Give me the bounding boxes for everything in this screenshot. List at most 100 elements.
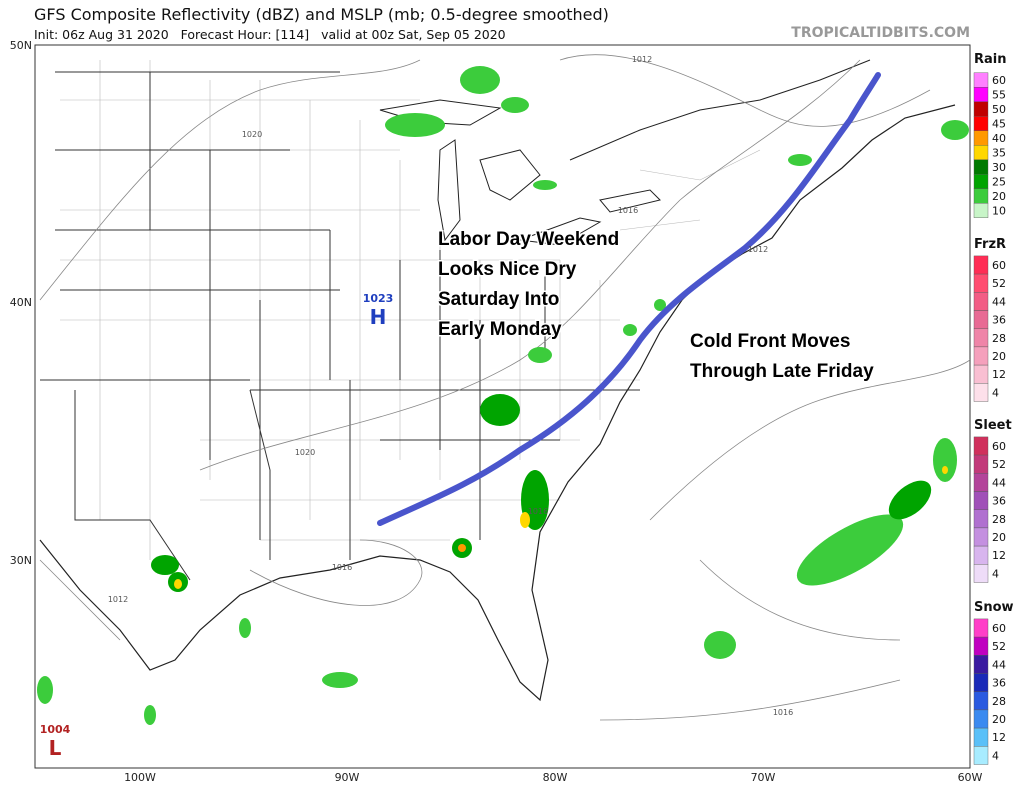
legend-label: 40 xyxy=(992,132,1006,145)
legend-swatch xyxy=(973,383,989,402)
legend-label: 12 xyxy=(992,731,1006,744)
legend-swatch xyxy=(973,255,989,275)
legend-label: 4 xyxy=(992,567,999,580)
legend-label: 28 xyxy=(992,332,1006,345)
legend-label: 20 xyxy=(992,190,1006,203)
legend-title: Snow xyxy=(974,600,1014,615)
legend-label: 55 xyxy=(992,89,1006,102)
legend-title: FrzR xyxy=(974,237,1006,252)
lat-label: 40N xyxy=(10,296,32,309)
legend-label: 60 xyxy=(992,440,1006,453)
legend-swatch xyxy=(973,564,989,583)
legend-swatch xyxy=(973,673,989,692)
isobars xyxy=(39,54,970,721)
lat-label: 30N xyxy=(10,554,32,567)
legend-swatch xyxy=(973,203,989,218)
legend-swatch xyxy=(973,746,989,765)
legend-swatch xyxy=(973,346,989,366)
legend-swatch xyxy=(973,310,989,329)
isobar-label: 1016 xyxy=(773,708,793,717)
precipitation xyxy=(37,66,969,725)
annotation: Labor Day Weekend xyxy=(438,229,619,250)
lon-label: 80W xyxy=(543,771,568,784)
isobar-label: 1016 xyxy=(618,206,638,215)
legend-label: 20 xyxy=(992,531,1006,544)
isobar-label: 1020 xyxy=(295,448,315,457)
legend-label: 12 xyxy=(992,368,1006,381)
legend-label: 28 xyxy=(992,513,1006,526)
legend-label: 28 xyxy=(992,695,1006,708)
legend-label: 44 xyxy=(992,295,1006,308)
legend-swatch xyxy=(973,618,989,638)
legend-label: 20 xyxy=(992,713,1006,726)
legend-label: 50 xyxy=(992,103,1006,116)
legend-swatch xyxy=(973,509,989,529)
annotation: Through Late Friday xyxy=(690,361,874,382)
subtitle: Init: 06z Aug 31 2020 Forecast Hour: [11… xyxy=(34,27,506,42)
legend-swatch xyxy=(973,527,989,547)
lon-label: 90W xyxy=(335,771,360,784)
legend-label: 52 xyxy=(992,277,1006,290)
legend-label: 60 xyxy=(992,259,1006,272)
pressure-symbol: H xyxy=(370,305,387,329)
legend-label: 52 xyxy=(992,458,1006,471)
legend-label: 44 xyxy=(992,658,1006,671)
legend-swatch xyxy=(973,636,989,656)
legend-swatch xyxy=(973,174,989,189)
legend-label: 44 xyxy=(992,476,1006,489)
coastline xyxy=(39,104,956,702)
isobar-label: 1012 xyxy=(108,595,128,604)
legend-swatch xyxy=(973,491,989,510)
legend-swatch xyxy=(973,273,989,293)
legend-label: 4 xyxy=(992,386,999,399)
annotation: Early Monday xyxy=(438,319,562,340)
isobar-label: 1012 xyxy=(632,55,652,64)
annotation: Looks Nice Dry xyxy=(438,259,577,280)
pressure-value: 1023 xyxy=(363,292,394,305)
title: GFS Composite Reflectivity (dBZ) and MSL… xyxy=(34,5,609,24)
legend-swatch xyxy=(973,101,989,117)
pressure-symbol: L xyxy=(49,736,62,760)
legend-swatch xyxy=(973,116,989,131)
great-lakes xyxy=(379,99,661,246)
lat-label: 50N xyxy=(10,39,32,52)
legend-swatch xyxy=(973,188,989,204)
legend-label: 12 xyxy=(992,549,1006,562)
legend-swatch xyxy=(973,691,989,711)
legend-swatch xyxy=(973,545,989,565)
canada-border xyxy=(569,59,871,161)
legend-swatch xyxy=(973,328,989,348)
legend-swatch xyxy=(973,159,989,175)
legend-swatch xyxy=(973,364,989,384)
isobar-label: 1016 xyxy=(332,563,352,572)
state-lines xyxy=(40,71,640,581)
annotation: Saturday Into xyxy=(438,289,559,310)
legend-label: 36 xyxy=(992,314,1006,327)
isobar-label: 1020 xyxy=(242,130,262,139)
lon-label: 100W xyxy=(124,771,156,784)
legend-swatch xyxy=(973,292,989,311)
legend-label: 25 xyxy=(992,176,1006,189)
legend-swatch xyxy=(973,727,989,747)
lon-label: 60W xyxy=(958,771,983,784)
legend-swatch xyxy=(973,454,989,474)
legend-label: 52 xyxy=(992,640,1006,653)
legend-label: 4 xyxy=(992,749,999,762)
legend-swatch xyxy=(973,473,989,492)
map xyxy=(34,44,971,769)
legend-label: 45 xyxy=(992,118,1006,131)
legend-swatch xyxy=(973,145,989,160)
legend-label: 60 xyxy=(992,74,1006,87)
legend-label: 60 xyxy=(992,622,1006,635)
legend-swatch xyxy=(973,87,989,102)
legend-label: 10 xyxy=(992,205,1006,218)
annotation: Cold Front Moves xyxy=(690,331,850,352)
legend-label: 36 xyxy=(992,495,1006,508)
legend-swatch xyxy=(973,709,989,729)
map-layers xyxy=(37,54,970,725)
isobar-label: 1016 xyxy=(528,507,548,516)
legend-swatch xyxy=(973,72,989,88)
legend-label: 36 xyxy=(992,677,1006,690)
pressure-value: 1004 xyxy=(40,723,71,736)
